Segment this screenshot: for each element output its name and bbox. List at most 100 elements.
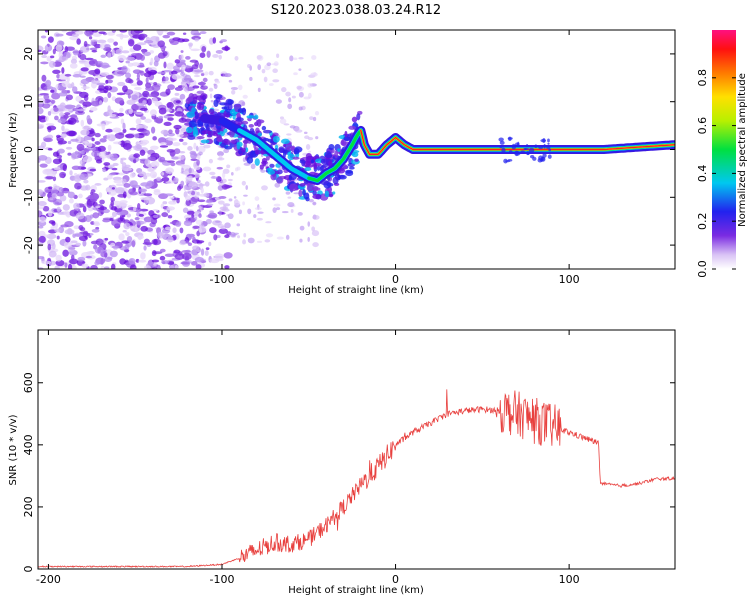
ridge-blob <box>498 137 504 142</box>
noise-blob <box>168 129 173 135</box>
noise-blob <box>227 213 234 220</box>
snr-ytick-label: 400 <box>22 434 35 455</box>
noise-blob <box>70 254 75 261</box>
ridge-blob <box>245 147 249 153</box>
noise-blob <box>124 164 131 168</box>
noise-blob <box>220 39 228 43</box>
ridge-blob <box>241 147 246 153</box>
noise-blob <box>149 171 158 179</box>
ridge-blob <box>332 176 339 185</box>
noise-blob <box>62 204 70 211</box>
noise-blob <box>221 46 231 51</box>
noise-blob <box>97 241 101 246</box>
noise-blob <box>40 61 49 65</box>
noise-blob <box>126 213 132 218</box>
colorbar-tick-label: 0.8 <box>696 69 709 87</box>
noise-blob <box>143 39 154 44</box>
noise-blob <box>163 30 168 33</box>
noise-blob <box>91 49 98 53</box>
ridge-blob <box>270 172 277 181</box>
noise-blob <box>173 124 182 130</box>
noise-blob <box>79 226 86 232</box>
ridge-blob <box>246 156 254 164</box>
noise-blob <box>241 180 246 186</box>
ridge-blob <box>186 111 195 118</box>
noise-blob <box>206 203 214 207</box>
noise-blob <box>94 247 105 254</box>
noise-blob <box>79 185 89 191</box>
noise-blob <box>57 118 67 124</box>
noise-blob <box>106 187 111 192</box>
colorbar-tick-label: 0.4 <box>696 165 709 183</box>
ridge-blob <box>328 160 333 167</box>
noise-blob <box>85 232 91 237</box>
noise-blob <box>285 191 291 195</box>
noise-blob <box>179 227 184 234</box>
noise-blob <box>88 59 98 67</box>
noise-blob <box>163 61 167 69</box>
noise-blob <box>90 221 95 225</box>
noise-blob <box>43 94 50 100</box>
noise-blob <box>190 158 198 162</box>
noise-blob <box>190 30 199 36</box>
ridge-blob <box>292 156 300 160</box>
noise-blob <box>82 240 87 247</box>
noise-blob <box>93 221 100 225</box>
noise-blob <box>153 263 157 266</box>
noise-blob <box>103 177 109 181</box>
noise-blob <box>209 210 214 214</box>
ridge-blob <box>196 136 205 140</box>
noise-blob <box>50 99 56 104</box>
noise-blob <box>87 142 93 148</box>
noise-blob <box>314 111 320 116</box>
noise-blob <box>103 47 112 52</box>
snr-series-line <box>38 389 675 568</box>
noise-blob <box>198 213 202 218</box>
noise-blob <box>188 175 193 182</box>
noise-blob <box>82 101 92 107</box>
noise-blob <box>107 256 113 260</box>
noise-blob <box>91 137 95 142</box>
colorbar-label: Normalized spectral amplitude <box>737 73 748 227</box>
ridge-blob <box>269 163 275 168</box>
noise-blob <box>89 196 98 202</box>
noise-blob <box>174 86 184 91</box>
snr-xtick-label: 100 <box>559 573 580 586</box>
ridge-blob <box>288 175 293 181</box>
noise-blob <box>222 73 229 78</box>
noise-blob <box>66 130 76 137</box>
noise-blob <box>110 263 116 269</box>
noise-blob <box>218 228 228 234</box>
ridge-blob <box>299 183 306 187</box>
noise-blob <box>138 188 147 192</box>
noise-blob <box>56 235 60 240</box>
noise-blob <box>233 196 237 199</box>
noise-blob <box>62 164 67 172</box>
noise-blob <box>185 199 192 207</box>
noise-blob <box>180 71 186 76</box>
noise-blob <box>163 121 172 126</box>
ridge-core-line <box>360 129 675 155</box>
noise-blob <box>184 220 192 223</box>
noise-blob <box>313 72 317 76</box>
noise-blob <box>192 245 200 251</box>
ridge-blob <box>347 133 352 139</box>
noise-blob <box>293 57 298 61</box>
noise-blob <box>177 154 185 160</box>
noise-blob <box>157 40 166 48</box>
noise-blob <box>115 183 126 187</box>
noise-blob <box>121 65 128 73</box>
noise-blob <box>146 98 152 106</box>
noise-blob <box>80 86 90 90</box>
noise-blob <box>198 151 203 156</box>
noise-blob <box>145 77 149 84</box>
noise-blob <box>163 193 174 197</box>
noise-blob <box>69 170 73 176</box>
noise-blob <box>125 72 132 79</box>
noise-blob <box>172 142 181 147</box>
noise-blob <box>140 197 150 201</box>
noise-blob <box>47 36 54 43</box>
noise-blob <box>233 88 238 91</box>
noise-blob <box>122 142 132 150</box>
